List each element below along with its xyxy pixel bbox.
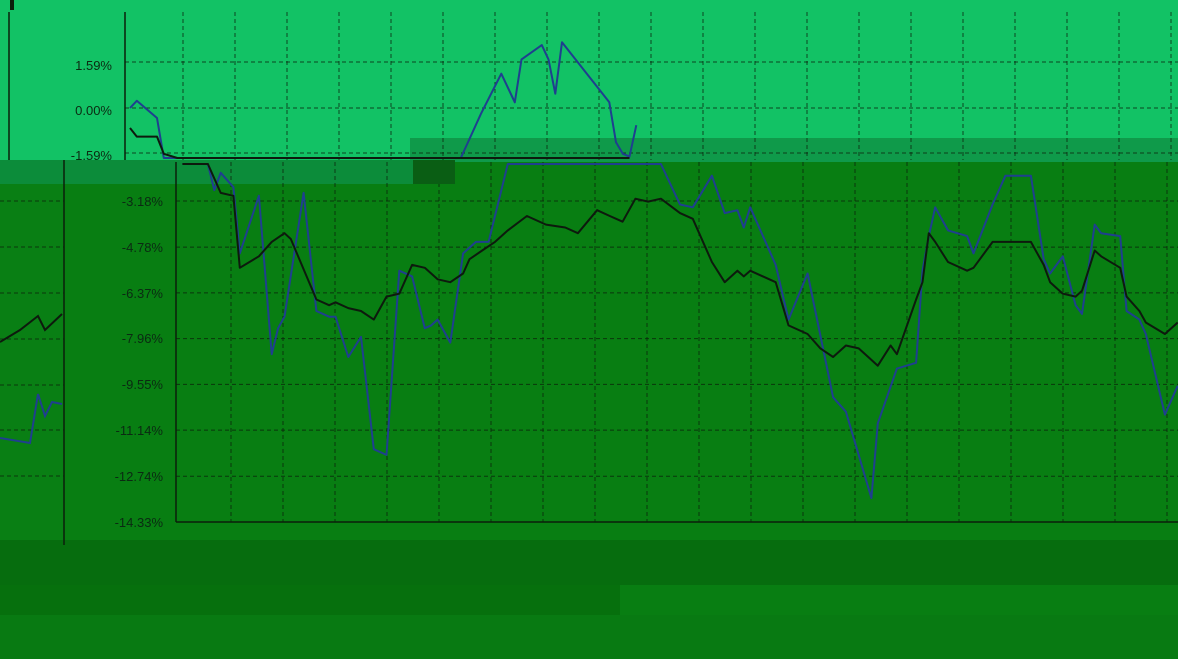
left-strip — [0, 160, 64, 550]
y-tick-label: -3.18% — [122, 194, 164, 209]
y-ticks-top: 1.59% 0.00% -1.59% — [71, 58, 113, 163]
y-tick-label: -14.33% — [115, 515, 164, 530]
series-line — [182, 163, 1178, 367]
bottom-band-3 — [0, 615, 1178, 659]
y-tick-label: 0.00% — [75, 103, 112, 118]
series-line-top — [129, 127, 630, 159]
y-tick-label: -9.55% — [122, 377, 164, 392]
window-marker — [10, 0, 14, 10]
series-main — [182, 163, 1178, 500]
y-tick-label: -12.74% — [115, 469, 164, 484]
series-line-fragment — [0, 393, 63, 445]
y-tick-label: -1.59% — [71, 148, 113, 163]
bottom-band-1 — [0, 540, 1178, 585]
glitch-block — [413, 160, 455, 184]
y-tick-label: 1.59% — [75, 58, 112, 73]
series-line — [182, 163, 1178, 500]
y-ticks-main: -3.18% -4.78% -6.37% -7.96% -9.55% -11.1… — [115, 194, 164, 530]
y-tick-label: -6.37% — [122, 286, 164, 301]
series-top — [129, 41, 638, 159]
series-left-fragment — [0, 313, 63, 445]
grid-top — [125, 12, 1178, 160]
y-tick-label: -4.78% — [122, 240, 164, 255]
series-line-fragment — [0, 313, 63, 343]
bright-panel — [0, 0, 1178, 160]
y-tick-label: -7.96% — [122, 331, 164, 346]
bottom-band-2 — [0, 585, 620, 615]
y-tick-label: -11.14% — [116, 423, 164, 438]
